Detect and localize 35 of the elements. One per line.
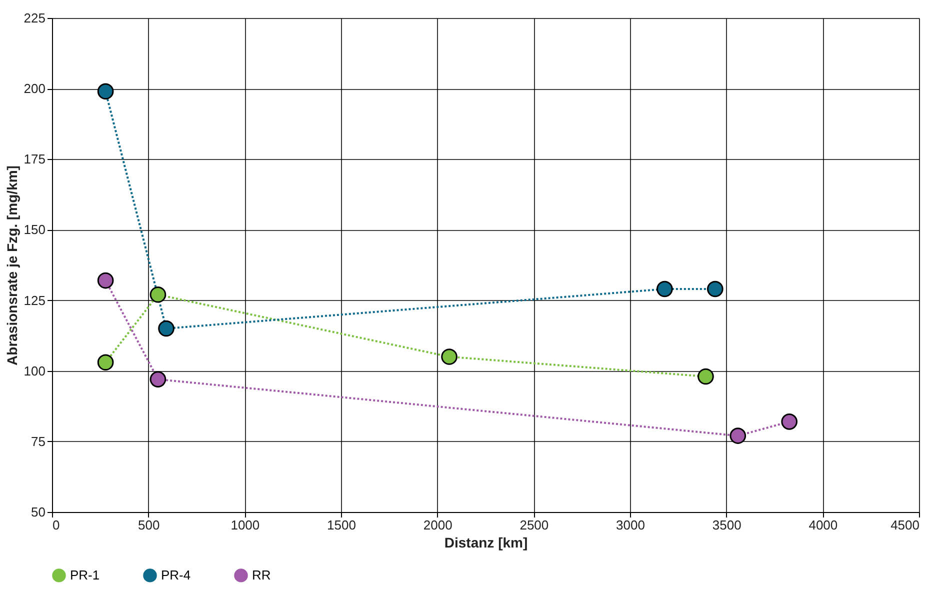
legend-label: RR	[252, 567, 271, 582]
y-tick-label: 50	[31, 504, 46, 520]
x-tick-label: 2000	[423, 518, 452, 532]
legend-label: PR-1	[70, 567, 100, 582]
point	[150, 286, 166, 303]
point	[158, 320, 174, 337]
y-tick-label: 225	[24, 10, 46, 26]
point	[730, 428, 746, 444]
x-tick-label: 0	[52, 518, 60, 532]
point	[706, 280, 724, 298]
x-tick-label: 2500	[520, 518, 549, 532]
x-tick-label: 4500	[890, 518, 920, 532]
x-tick-label: 1500	[327, 518, 356, 532]
x-tick-label: 3500	[712, 518, 742, 532]
y-tick-label: 125	[24, 292, 46, 308]
legend-label: PR-4	[161, 567, 191, 582]
point	[97, 354, 114, 371]
y-tick-label: 75	[31, 434, 46, 449]
y-tick-label: 150	[24, 222, 46, 238]
x-tick-label: 4000	[808, 518, 838, 532]
x-tick-label: 500	[138, 518, 160, 532]
y-tick-label: 200	[24, 81, 46, 96]
y-tick-label: 175	[24, 152, 46, 167]
point	[781, 414, 798, 430]
x-tick-label: 1000	[230, 518, 260, 532]
point	[97, 272, 114, 289]
point	[656, 280, 673, 298]
point	[150, 371, 166, 388]
x-axis-title: Distanz [km]	[444, 534, 528, 550]
point	[698, 368, 714, 385]
point	[441, 348, 458, 365]
x-tick-label: 3000	[616, 518, 645, 532]
y-tick-label: 100	[24, 363, 46, 378]
point	[97, 83, 114, 100]
y-axis-title: Abrasionsrate je Fzg. [mg/km]	[4, 166, 20, 366]
